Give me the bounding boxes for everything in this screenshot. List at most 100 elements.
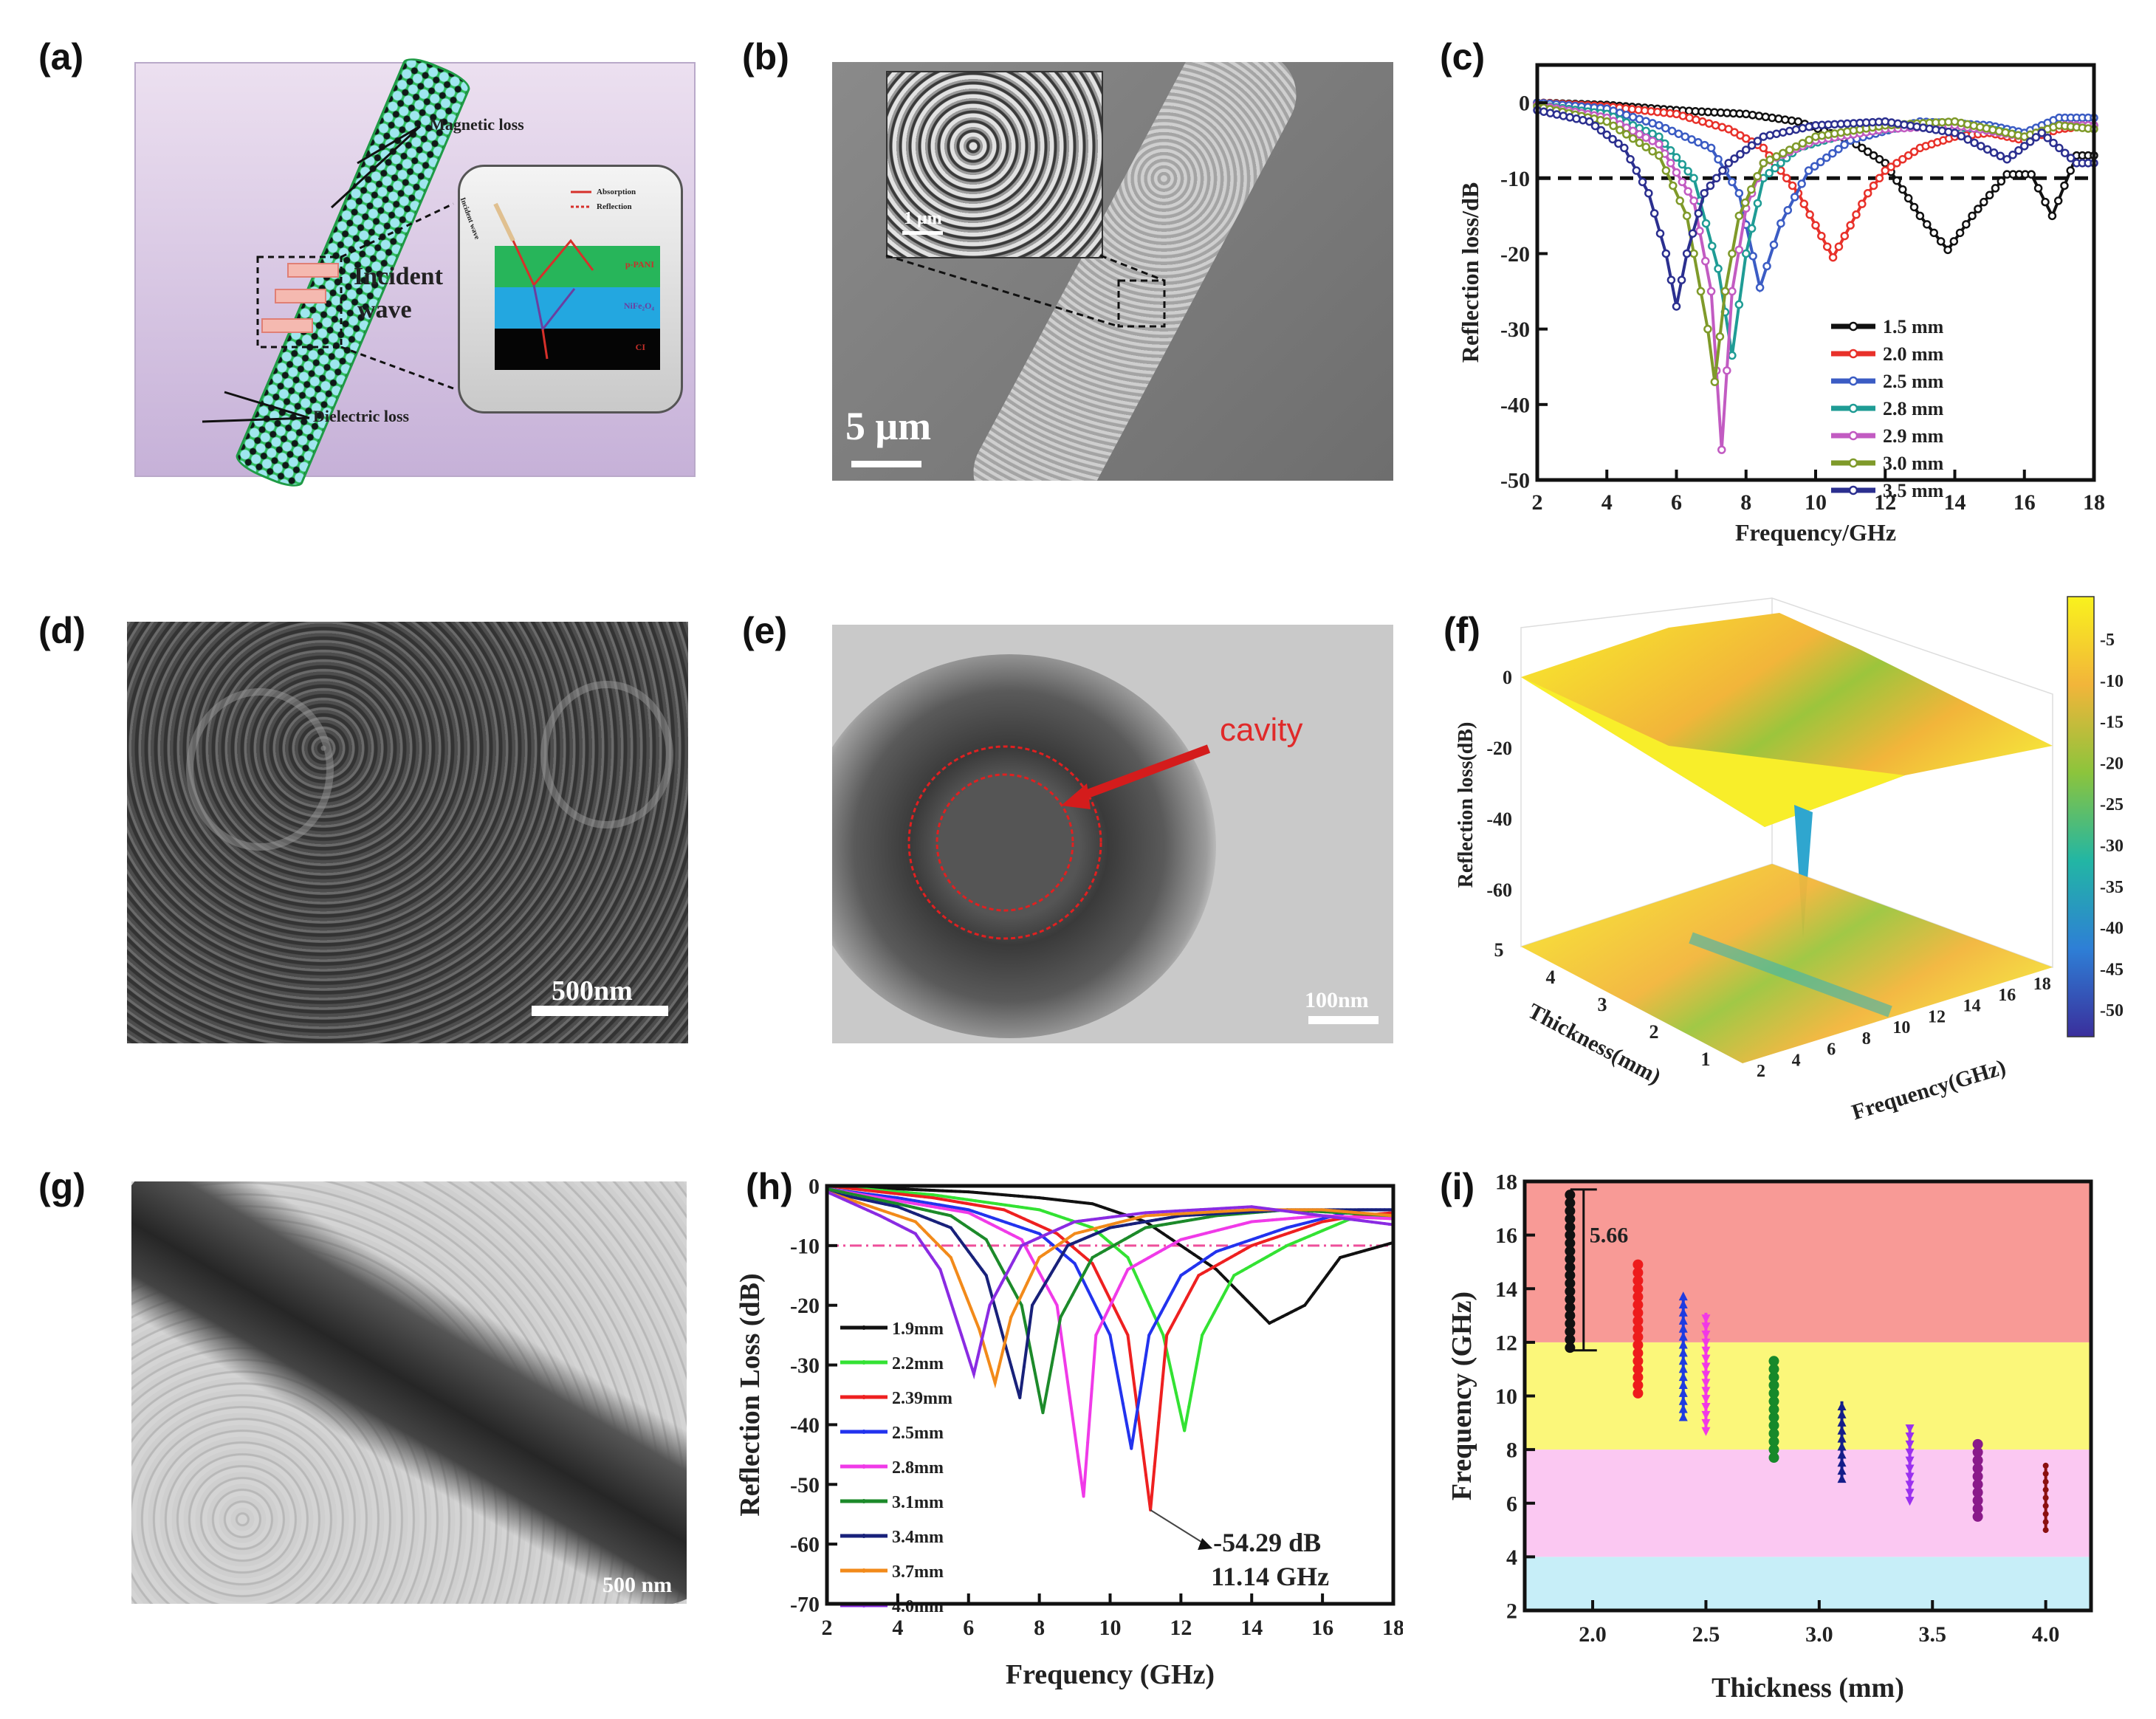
marker <box>1004 1221 1008 1224</box>
marker <box>1837 1466 1847 1475</box>
x-axis-label: Thickness (mm) <box>1712 1672 1904 1703</box>
marker <box>1279 1218 1283 1221</box>
marker <box>984 1238 988 1241</box>
marker <box>948 1198 952 1202</box>
marker <box>1898 185 1907 194</box>
marker <box>1234 1253 1237 1257</box>
marker <box>914 1194 918 1198</box>
sem-image-sphere: 500nm <box>127 622 688 1043</box>
marker <box>1379 1216 1383 1220</box>
marker <box>1678 1404 1688 1413</box>
marker <box>904 1227 908 1231</box>
x-tick-label: 10 <box>1099 1616 1122 1640</box>
marker <box>1139 1390 1142 1393</box>
marker <box>1068 1399 1072 1403</box>
marker <box>1701 1379 1711 1388</box>
marker <box>1032 1238 1036 1242</box>
legend-marker <box>1848 376 1858 386</box>
marker <box>1649 209 1659 218</box>
marker <box>1156 1318 1159 1322</box>
marker <box>955 1320 959 1324</box>
pointer-line <box>330 125 422 209</box>
marker <box>1098 1217 1102 1221</box>
marker <box>1185 1219 1189 1223</box>
marker <box>862 1207 865 1210</box>
marker <box>908 1201 912 1205</box>
marker <box>1043 1226 1046 1230</box>
marker <box>1633 1379 1644 1390</box>
marker <box>1225 1226 1229 1230</box>
marker <box>1263 1219 1266 1223</box>
marker <box>1284 1210 1288 1213</box>
marker <box>1017 1298 1021 1302</box>
marker <box>1696 286 1706 296</box>
marker <box>1127 1235 1131 1239</box>
marker <box>1374 1208 1378 1212</box>
marker <box>941 1189 944 1193</box>
marker <box>1559 111 1568 120</box>
marker <box>1194 1218 1198 1221</box>
marker <box>1266 1238 1270 1242</box>
marker <box>1254 1308 1258 1311</box>
marker <box>1175 1215 1178 1218</box>
y-tick-label: 18 <box>1495 1170 1517 1195</box>
marker <box>1565 113 1574 122</box>
marker <box>1285 1243 1289 1247</box>
marker <box>1034 1264 1037 1268</box>
marker <box>1688 229 1697 238</box>
marker <box>1141 1220 1145 1224</box>
marker <box>1370 1216 1374 1220</box>
marker <box>1121 1224 1125 1227</box>
legend-marker <box>862 1499 866 1503</box>
marker <box>1771 163 1779 173</box>
marker <box>1052 1229 1056 1232</box>
marker <box>1950 128 1960 137</box>
marker <box>923 1195 927 1198</box>
marker <box>1350 1215 1353 1219</box>
marker <box>1734 245 1744 255</box>
marker <box>986 1205 989 1209</box>
marker <box>965 1297 969 1300</box>
x-tick-label: 3.0 <box>1805 1622 1833 1647</box>
marker <box>1137 1221 1141 1224</box>
x-tick-label: 10 <box>1805 490 1827 515</box>
marker <box>1672 168 1681 177</box>
marker <box>1782 174 1791 183</box>
marker <box>1633 1331 1644 1342</box>
schematic-absorption-mechanism: Magnetic loss Incident wave Dielectric l… <box>134 52 696 493</box>
y-tick-label: 12 <box>1495 1331 1517 1355</box>
marker <box>891 1221 895 1224</box>
marker <box>1189 1218 1193 1222</box>
marker <box>1306 1221 1310 1224</box>
marker <box>963 1207 967 1211</box>
marker <box>1266 1218 1270 1222</box>
y-tick-label: -20 <box>1500 242 1530 267</box>
marker <box>900 1225 904 1229</box>
marker <box>1579 115 1587 125</box>
marker <box>1210 1215 1214 1218</box>
marker <box>984 1274 988 1277</box>
marker <box>1748 252 1757 261</box>
marker <box>1102 1317 1106 1320</box>
marker <box>1875 174 1884 183</box>
marker <box>958 1210 962 1213</box>
marker <box>933 1210 936 1214</box>
marker <box>1179 1274 1183 1277</box>
marker <box>1343 1220 1347 1224</box>
marker <box>949 1214 952 1218</box>
marker <box>1701 1403 1711 1413</box>
marker <box>867 1198 871 1202</box>
annotation-triangle-icon <box>1198 1537 1213 1550</box>
marker <box>1156 1210 1160 1214</box>
frequency-tick-label: 4 <box>1792 1051 1801 1070</box>
marker <box>2042 1462 2049 1469</box>
marker <box>1195 1208 1198 1212</box>
marker <box>900 1215 904 1219</box>
marker <box>1708 241 1717 250</box>
legend-label: 2.5mm <box>892 1424 944 1443</box>
marker <box>892 1201 896 1205</box>
marker <box>1271 1237 1274 1241</box>
marker <box>1367 1248 1370 1252</box>
marker <box>1143 1362 1147 1365</box>
marker <box>1215 1249 1218 1253</box>
